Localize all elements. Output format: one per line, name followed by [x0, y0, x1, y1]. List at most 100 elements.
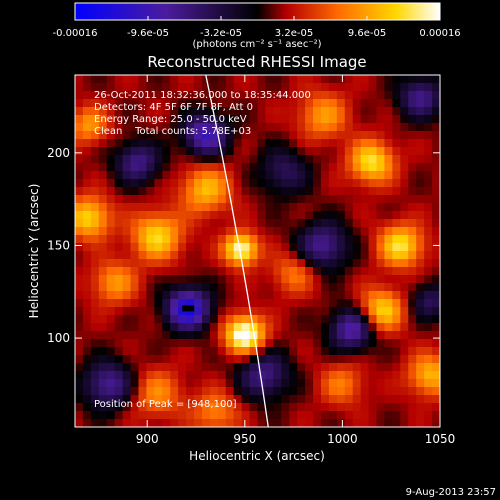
heatmap-cell: [313, 275, 322, 284]
heatmap-cell: [114, 403, 124, 412]
heatmap-cell: [344, 331, 354, 340]
heatmap-cell: [162, 307, 171, 316]
heatmap-cell: [328, 139, 338, 148]
heatmap-cell: [313, 251, 322, 260]
heatmap-cell: [328, 83, 338, 92]
heatmap-cell: [336, 147, 346, 156]
heatmap-cell: [424, 211, 433, 220]
heatmap-cell: [249, 403, 259, 412]
heatmap-cell: [336, 411, 346, 420]
heatmap-cell: [313, 147, 322, 156]
heatmap-cell: [170, 91, 179, 100]
heatmap-cell: [209, 387, 219, 396]
heatmap-cell: [408, 115, 417, 124]
heatmap-cell: [328, 75, 338, 84]
heatmap-cell: [305, 331, 314, 340]
heatmap-cell: [82, 291, 92, 300]
heatmap-cell: [130, 187, 140, 196]
heatmap-cell: [344, 267, 354, 276]
heatmap-cell: [233, 291, 243, 300]
heatmap-cell: [122, 371, 132, 380]
heatmap-cell: [352, 363, 362, 372]
heatmap-cell: [194, 395, 203, 404]
info-text: 26-Oct-2011 18:32:36.000 to 18:35:44.000…: [94, 90, 311, 137]
heatmap-cell: [209, 259, 219, 268]
heatmap-cell: [336, 299, 346, 308]
heatmap-cell: [186, 379, 195, 388]
heatmap-cell: [320, 323, 330, 332]
heatmap-cell: [392, 211, 401, 220]
heatmap-cell: [376, 211, 386, 220]
heatmap-cell: [178, 403, 187, 412]
heatmap-cell: [249, 179, 259, 188]
heatmap-cell: [209, 355, 219, 364]
heatmap-cell: [122, 139, 132, 148]
heatmap-cell: [75, 283, 84, 292]
heatmap-cell: [75, 131, 84, 140]
heatmap-cell: [75, 107, 84, 116]
heatmap-cell: [146, 203, 155, 212]
heatmap-cell: [400, 163, 409, 172]
heatmap-cell: [297, 179, 306, 188]
heatmap-cell: [241, 171, 251, 180]
heatmap-cell: [130, 395, 140, 404]
heatmap-cell: [384, 195, 393, 204]
heatmap-cell: [75, 259, 84, 268]
heatmap-cell: [376, 291, 386, 300]
heatmap-cell: [138, 179, 148, 188]
heatmap-cell: [384, 83, 393, 92]
heatmap-cell: [416, 179, 425, 188]
heatmap-cell: [344, 403, 354, 412]
heatmap-cell: [281, 131, 290, 140]
heatmap-cell: [170, 299, 179, 308]
heatmap-cell: [217, 243, 227, 252]
heatmap-cell: [392, 235, 401, 244]
heatmap-cell: [305, 323, 314, 332]
heatmap-cell: [368, 139, 378, 148]
heatmap-cell: [400, 259, 409, 268]
heatmap-cell: [146, 75, 155, 84]
heatmap-cell: [138, 371, 148, 380]
heatmap-cell: [114, 139, 124, 148]
heatmap-cell: [352, 179, 362, 188]
heatmap-cell: [336, 339, 346, 348]
heatmap-cell: [400, 99, 409, 108]
heatmap-cell: [217, 387, 227, 396]
heatmap-cell: [233, 195, 243, 204]
heatmap-cell: [98, 155, 108, 164]
heatmap-cell: [98, 387, 108, 396]
heatmap-cell: [392, 147, 401, 156]
heatmap-cell: [82, 171, 92, 180]
heatmap-cell: [225, 323, 235, 332]
heatmap-cell: [408, 179, 417, 188]
heatmap-cell: [313, 91, 322, 100]
heatmap-cell: [344, 139, 354, 148]
heatmap-cell: [376, 75, 386, 84]
heatmap-cell: [162, 251, 171, 260]
heatmap-cell: [233, 163, 243, 172]
heatmap-cell: [273, 107, 282, 116]
heatmap-cell: [416, 147, 425, 156]
heatmap-cell: [368, 147, 378, 156]
heatmap-cell: [257, 371, 267, 380]
heatmap-cell: [384, 115, 393, 124]
heatmap-cell: [98, 315, 108, 324]
heatmap-cell: [257, 75, 267, 84]
heatmap-cell: [328, 283, 338, 292]
heatmap-cell: [114, 283, 124, 292]
heatmap-cell: [209, 219, 219, 228]
heatmap-cell: [122, 387, 132, 396]
heatmap-cell: [154, 419, 163, 427]
heatmap-cell: [82, 347, 92, 356]
heatmap-cell: [281, 419, 290, 427]
heatmap-cell: [146, 371, 155, 380]
heatmap-cell: [344, 379, 354, 388]
heatmap-cell: [344, 251, 354, 260]
heatmap-cell: [384, 419, 393, 427]
heatmap-cell: [194, 403, 203, 412]
heatmap-cell: [154, 123, 163, 132]
heatmap-cell: [225, 275, 235, 284]
heatmap-cell: [130, 283, 140, 292]
heatmap-cell: [233, 179, 243, 188]
